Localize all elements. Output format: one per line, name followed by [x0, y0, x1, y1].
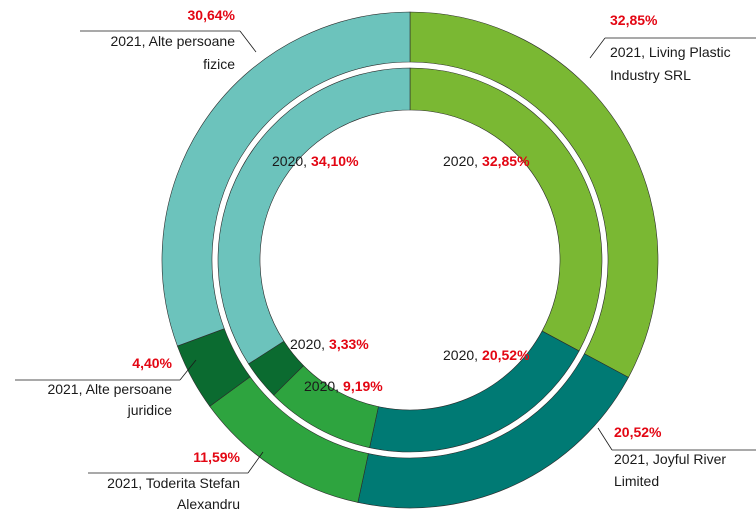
donut-slice [161, 11, 411, 347]
value-label: 3,33% [329, 336, 369, 352]
donut-slice [217, 67, 411, 365]
inner-label: 2020, 32,85% [443, 153, 530, 169]
slice-label: 2020, [290, 336, 325, 352]
leader-line [239, 30, 257, 53]
inner-label: 2020, 34,10% [272, 153, 359, 169]
leader-line [589, 37, 606, 59]
value-label: 20,52% [614, 424, 662, 440]
slice-label: 2021, Alte persoane [47, 381, 172, 397]
inner-label: 2020, 3,33% [290, 336, 369, 352]
donut-slice [409, 67, 603, 352]
slice-label: fizice [203, 56, 235, 72]
slice-label: Limited [614, 473, 659, 489]
slice-label: 2021, Alte persoane [110, 33, 235, 49]
slice-label: Industry SRL [610, 67, 691, 83]
leader-line [247, 451, 264, 474]
slice-label: 2020, [443, 347, 478, 363]
slice-label: juridice [127, 402, 173, 418]
donut-slice [409, 11, 659, 378]
value-label: 32,85% [610, 12, 658, 28]
slice-label: 2020, [443, 153, 478, 169]
value-label: 30,64% [188, 7, 236, 23]
leader-line [597, 427, 613, 451]
value-label: 4,40% [132, 355, 172, 371]
slice-label: Alexandru [177, 496, 240, 512]
value-label: 20,52% [482, 347, 530, 363]
leader-line [179, 359, 197, 381]
value-label: 34,10% [311, 153, 359, 169]
value-label: 9,19% [343, 378, 383, 394]
slice-label: 2021, Toderita Stefan [107, 475, 240, 491]
inner-label: 2020, 20,52% [443, 347, 530, 363]
value-label: 11,59% [193, 449, 240, 465]
inner-label: 2020, 9,19% [304, 378, 383, 394]
value-label: 32,85% [482, 153, 530, 169]
slice-label: 2020, [272, 153, 307, 169]
slice-label: 2021, Living Plastic [610, 44, 731, 60]
slice-label: 2021, Joyful River [614, 451, 726, 467]
slice-label: 2020, [304, 378, 339, 394]
